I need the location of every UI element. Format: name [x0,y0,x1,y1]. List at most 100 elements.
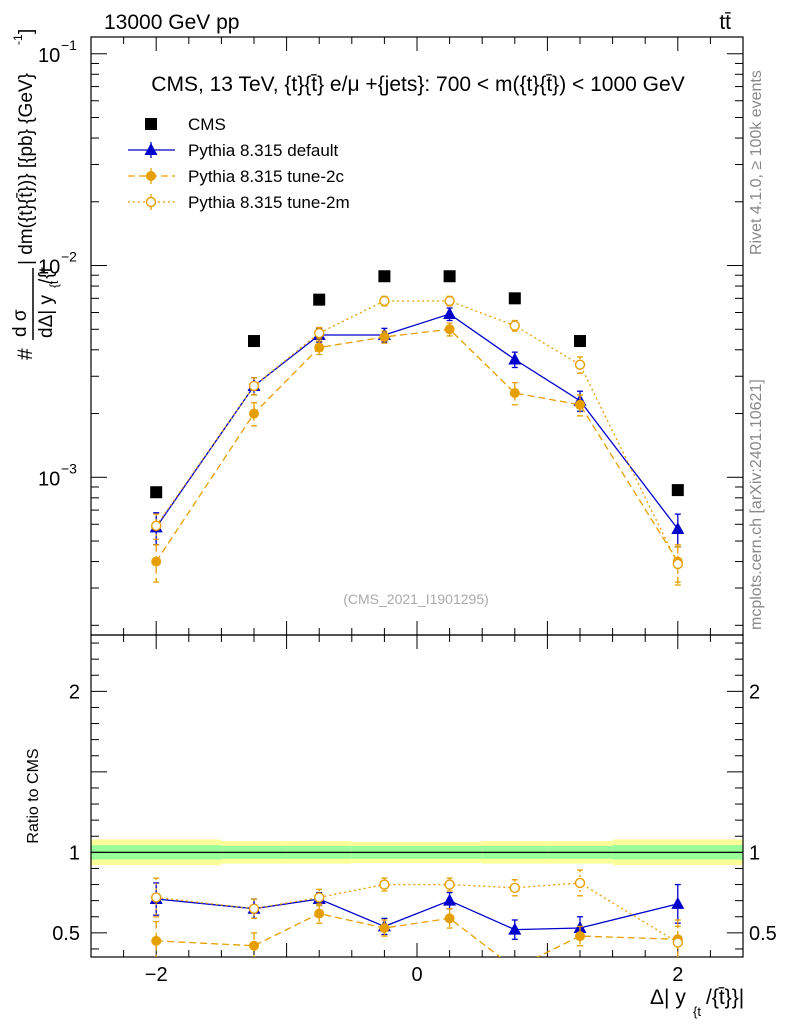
main-ylabel: # d σ dΔ| y {t /{t | dm({t}{t̄})} [{pb} … [10,29,61,360]
marker-tune2m [672,937,683,948]
marker-tune2c [314,342,325,353]
marker-cms [378,270,391,283]
marker-tune2c [151,935,162,946]
ylabel-denominator: dΔ| y [36,295,57,338]
header-left: 13000 GeV pp [104,11,239,34]
marker-default [443,307,457,320]
marker-tune2m [574,877,586,889]
series-line-default [156,898,678,931]
ylabel-numerator: d σ [10,309,31,337]
xlabel-main: Δ| y [650,986,686,1009]
marker-tune2m [672,558,683,570]
rivet-label: Rivet 4.1.0, ≥ 100k events [748,70,765,255]
marker-default [671,896,685,909]
y-tick-label: 10 [38,45,60,67]
legend-label: CMS [188,115,226,134]
legend: CMS Pythia 8.315 default Pythia 8.315 tune… [128,115,350,212]
y-tick-label: 1 [69,842,80,864]
series-tune2m [150,869,683,957]
marker-cms [508,292,521,305]
series-line-default [155,313,679,530]
marker-tune2m [150,892,162,903]
marker-tune2m [444,295,455,307]
legend-item-tune2m: Pythia 8.315 tune-2m [128,193,350,212]
marker-cms [150,486,163,499]
marker-default [508,922,522,935]
series-default [149,882,685,940]
marker-cms [248,335,260,348]
xlabel-tail: /{t̄}}| [706,986,744,1009]
ratio-data [149,869,685,957]
marker-tune2m [248,903,260,914]
marker-cms [574,335,586,348]
legend-item-cms: CMS [145,115,226,134]
main-data [149,270,685,586]
ylabel-den-sub: {t [47,280,61,288]
ratio-frame [90,634,744,958]
marker-tune2c [249,408,259,419]
marker-tune2c [379,923,390,934]
ylabel-den-tail: /{t [36,266,57,284]
marker-tune2m [574,359,586,370]
series-tune2m [150,295,683,586]
xlabel-sub: {t [693,1004,701,1019]
ylabel-close: ] [16,29,37,34]
y-tick-label: 2 [69,681,80,703]
y-tick-exponent: −3 [61,460,77,476]
marker-tune2c [249,940,259,951]
legend-marker [144,143,158,155]
ratio-ylabel: Ratio to CMS [25,748,42,843]
marker-tune2c [379,331,390,342]
mcplots-label: mcplots.cern.ch [arXiv:2401.10621] [748,379,765,630]
x-tick-label: −2 [145,964,168,986]
series-default [149,307,685,548]
marker-default [508,352,522,365]
marker-cms [313,293,326,306]
marker-tune2m [509,882,520,893]
x-tick-label: 0 [411,964,422,986]
ylabel-rest: | dm({t}{t̄})} [{pb} {GeV} [16,73,37,265]
marker-tune2c [575,399,585,410]
x-axis-label: Δ| y {t /{t̄}}| [650,986,744,1019]
legend-marker [145,118,157,130]
y-tick-exponent: −2 [61,249,77,265]
marker-tune2m [248,380,260,392]
legend-item-tune2c: Pythia 8.315 tune-2c [128,167,344,186]
legend-marker [145,196,157,208]
y-tick-label: 10 [38,468,60,490]
ratio-axes: −2 0 2 0.5 0.5 1 1 2 2 [52,634,777,986]
marker-tune2m [150,520,162,532]
series-line-tune2m [156,882,679,944]
series-cms [150,270,684,499]
series-tune2c [151,903,683,957]
marker-tune2m [314,327,325,339]
header-right: tt̄ [719,11,731,34]
y-tick-label-right: 1 [749,842,760,864]
main-title: CMS, 13 TeV, {t}{t̄} e/μ +{jets}: 700 < … [151,73,684,96]
y-tick-label: 10 [38,257,60,279]
legend-label: Pythia 8.315 tune-2c [188,167,344,186]
marker-tune2c [575,931,585,942]
ratio-uncertainty-band [91,839,743,866]
legend-item-default: Pythia 8.315 default [128,141,339,160]
marker-tune2m [314,892,325,903]
x-tick-label: 2 [672,964,683,986]
series-line-tune2c [156,912,678,957]
legend-marker [146,171,156,181]
series-tune2c [151,322,683,583]
marker-tune2m [444,879,455,890]
marker-default [671,521,685,534]
ylabel-sup: -1 [11,34,25,45]
marker-cms [671,484,684,497]
marker-tune2c [314,908,325,919]
analysis-watermark: (CMS_2021_I1901295) [343,591,489,607]
series-line-tune2c [155,328,679,562]
legend-label: Pythia 8.315 tune-2m [188,193,350,212]
marker-tune2m [379,879,390,890]
marker-tune2m [379,295,390,307]
marker-cms [443,270,456,283]
marker-tune2c [509,388,520,399]
y-tick-label: 0.5 [52,923,80,945]
marker-tune2c [444,913,455,924]
